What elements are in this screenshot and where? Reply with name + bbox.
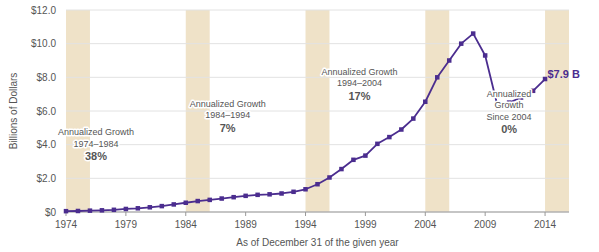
annotation-value: 0%	[501, 123, 517, 135]
x-tick	[125, 212, 126, 216]
point	[88, 208, 93, 213]
point	[195, 199, 200, 204]
point	[148, 205, 153, 210]
annotation-value: 17%	[348, 90, 370, 102]
annotation-value: 7%	[220, 122, 236, 134]
point	[339, 167, 344, 172]
point	[459, 41, 464, 46]
y-tick-label: $6.0	[37, 106, 57, 117]
x-tick	[485, 212, 486, 216]
x-tick-label: 1989	[235, 219, 258, 230]
y-axis-label: Billions of Dollars	[8, 73, 19, 150]
x-tick	[185, 212, 186, 216]
x-tick-label: 2014	[534, 219, 557, 230]
point	[100, 208, 105, 213]
grid-line	[66, 178, 569, 179]
point	[160, 204, 165, 209]
y-tick-label: $8.0	[37, 72, 57, 83]
annotation: Annualized Growth 1974–198438%	[58, 127, 134, 162]
annotation-line: Annualized	[487, 89, 532, 99]
point	[243, 194, 248, 199]
point	[471, 31, 476, 36]
annotation-line: Annualized Growth	[321, 67, 397, 77]
y-tick-label: $12.0	[31, 5, 56, 16]
annotation-line: Annualized Growth	[58, 127, 134, 137]
x-axis-label: As of December 31 of the given year	[236, 237, 399, 248]
point	[303, 187, 308, 192]
point	[136, 206, 141, 211]
annotations: Annualized Growth1974–198438%Annualized …	[58, 67, 580, 163]
x-axis-line	[66, 212, 569, 213]
chart: $0 $2.0 $4.0 $6.0 $8.0 $10.0 $12.0 1974 1979 1984…	[0, 0, 599, 252]
x-tick	[425, 212, 426, 216]
end-label: $7.9 B	[547, 68, 579, 80]
point	[411, 116, 416, 121]
point	[184, 200, 189, 205]
x-tick	[245, 212, 246, 216]
x-axis: 1974 1979 1984 1989 1994 1999 2004 2009 2014	[55, 212, 569, 230]
point	[267, 192, 272, 197]
x-tick-label: 2009	[474, 219, 497, 230]
point	[399, 127, 404, 131]
annotation: AnnualizedGrowth Since 20040%	[487, 89, 532, 136]
annotation-value: 38%	[85, 150, 107, 162]
y-tick-label: $10.0	[31, 38, 56, 49]
point	[207, 198, 212, 203]
x-tick-label: 1984	[175, 219, 198, 230]
point	[351, 158, 356, 163]
point	[219, 196, 224, 201]
x-tick	[545, 212, 546, 216]
grid-line	[66, 212, 569, 213]
x-tick	[365, 212, 366, 216]
point	[435, 75, 440, 80]
point	[315, 182, 320, 187]
point	[483, 53, 488, 58]
point	[279, 191, 284, 196]
point	[291, 190, 296, 195]
grid-line	[66, 77, 569, 78]
y-tick-label: $4.0	[37, 139, 57, 150]
annotation-line: 1994–2004	[337, 78, 382, 88]
grid-line	[66, 43, 569, 44]
grid-line	[66, 144, 569, 145]
grid-line	[66, 10, 569, 11]
annotation-line: 1984–1994	[205, 110, 250, 120]
annotation-line: 1974–1984	[73, 139, 118, 149]
point	[76, 209, 81, 214]
point	[447, 58, 452, 63]
bands	[66, 10, 569, 212]
annotation: Annualized Growth1984–1994 7%	[190, 99, 266, 134]
x-tick-label: 1994	[294, 219, 317, 230]
point	[363, 153, 368, 158]
point	[64, 209, 69, 214]
annotation-line: Since 2004	[487, 112, 532, 122]
y-axis: $0 $2.0 $4.0 $6.0 $8.0 $10.0 $12.0	[31, 5, 569, 218]
x-tick-label: 1974	[55, 219, 78, 230]
point	[112, 208, 117, 213]
point	[423, 99, 428, 104]
annotation-line: Growth	[495, 100, 524, 110]
point	[255, 193, 260, 198]
x-tick	[305, 212, 306, 216]
point	[172, 202, 177, 207]
point	[375, 142, 380, 147]
annotation-line: Annualized Growth	[190, 99, 266, 109]
series	[64, 31, 548, 213]
point	[327, 175, 332, 180]
x-tick-label: 1979	[115, 219, 138, 230]
point	[387, 135, 392, 140]
series-line	[66, 34, 545, 212]
y-tick-label: $0	[45, 207, 57, 218]
annotation: Annualized Growth1994–2004 17%	[321, 67, 397, 102]
x-tick-label: 2004	[414, 219, 437, 230]
point	[531, 89, 536, 94]
x-tick-label: 1999	[354, 219, 377, 230]
point	[231, 195, 236, 200]
point	[124, 207, 129, 212]
y-tick-label: $2.0	[37, 173, 57, 184]
